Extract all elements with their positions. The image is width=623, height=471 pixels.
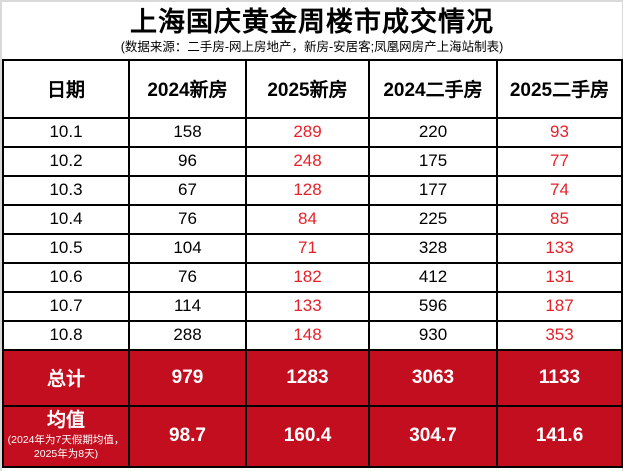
cell-2025-second: 77 [496, 145, 623, 177]
cell-2024-new: 76 [128, 203, 247, 235]
cell-date: 10.7 [2, 290, 130, 322]
table-row: 10.7 114 133 596 187 [2, 290, 623, 322]
housing-sales-table: 日期 2024新房 2025新房 2024二手房 2025二手房 10.1 15… [2, 58, 623, 468]
mean-2025-second: 141.6 [496, 404, 623, 468]
cell-date: 10.1 [2, 116, 130, 148]
total-label: 总计 [2, 348, 130, 407]
cell-2025-second: 74 [496, 174, 623, 206]
column-header-2025-second: 2025二手房 [496, 58, 623, 119]
cell-2024-second: 175 [368, 145, 498, 177]
column-header-2025-new: 2025新房 [245, 58, 370, 119]
cell-date: 10.8 [2, 319, 130, 351]
table-row: 10.6 76 182 412 131 [2, 261, 623, 293]
mean-2025-new: 160.4 [245, 404, 370, 468]
cell-2025-new: 148 [245, 319, 370, 351]
cell-2025-new: 133 [245, 290, 370, 322]
cell-2025-new: 182 [245, 261, 370, 293]
table-row: 10.2 96 248 175 77 [2, 145, 623, 177]
cell-2024-second: 328 [368, 232, 498, 264]
total-2024-new: 979 [128, 348, 247, 407]
mean-label: 均值 [46, 410, 85, 432]
cell-2025-new: 248 [245, 145, 370, 177]
table-header-row: 日期 2024新房 2025新房 2024二手房 2025二手房 [2, 58, 623, 119]
cell-date: 10.5 [2, 232, 130, 264]
table-row: 10.8 288 148 930 353 [2, 319, 623, 351]
column-header-2024-second: 2024二手房 [368, 58, 498, 119]
cell-2025-second: 131 [496, 261, 623, 293]
total-2025-new: 1283 [245, 348, 370, 407]
cell-2024-new: 76 [128, 261, 247, 293]
table-row: 10.4 76 84 225 85 [2, 203, 623, 235]
cell-date: 10.2 [2, 145, 130, 177]
mean-row: 均值 (2024年为7天假期均值，2025年为8天) 98.7 160.4 30… [2, 404, 623, 468]
cell-2025-new: 71 [245, 232, 370, 264]
cell-2025-second: 353 [496, 319, 623, 351]
cell-2024-new: 104 [128, 232, 247, 264]
column-header-2024-new: 2024新房 [128, 58, 247, 119]
table-row: 10.5 104 71 328 133 [2, 232, 623, 264]
cell-2024-new: 158 [128, 116, 247, 148]
cell-2025-second: 187 [496, 290, 623, 322]
mean-2024-second: 304.7 [368, 404, 498, 468]
cell-2024-second: 930 [368, 319, 498, 351]
cell-2024-new: 288 [128, 319, 247, 351]
cell-2024-new: 96 [128, 145, 247, 177]
page-subtitle: (数据来源：二手房-网上房地产，新房-安居客;凤凰网房产上海站制表) [120, 39, 504, 54]
cell-2024-second: 225 [368, 203, 498, 235]
cell-2024-new: 67 [128, 174, 247, 206]
mean-note: (2024年为7天假期均值，2025年为8天) [7, 434, 125, 460]
table-row: 10.1 158 289 220 93 [2, 116, 623, 148]
cell-2024-second: 412 [368, 261, 498, 293]
page-title: 上海国庆黄金周楼市成交情况 [130, 7, 494, 37]
cell-date: 10.4 [2, 203, 130, 235]
cell-2024-second: 596 [368, 290, 498, 322]
cell-2024-second: 177 [368, 174, 498, 206]
cell-2025-new: 128 [245, 174, 370, 206]
cell-2025-new: 289 [245, 116, 370, 148]
total-2024-second: 3063 [368, 348, 498, 407]
total-row: 总计 979 1283 3063 1133 [2, 348, 623, 407]
cell-2024-second: 220 [368, 116, 498, 148]
mean-2024-new: 98.7 [128, 404, 247, 468]
cell-2025-second: 133 [496, 232, 623, 264]
table-row: 10.3 67 128 177 74 [2, 174, 623, 206]
cell-2025-new: 84 [245, 203, 370, 235]
cell-date: 10.3 [2, 174, 130, 206]
column-header-date: 日期 [2, 58, 130, 119]
cell-date: 10.6 [2, 261, 130, 293]
total-2025-second: 1133 [496, 348, 623, 407]
cell-2024-new: 114 [128, 290, 247, 322]
cell-2025-second: 85 [496, 203, 623, 235]
cell-2025-second: 93 [496, 116, 623, 148]
mean-label-cell: 均值 (2024年为7天假期均值，2025年为8天) [2, 404, 130, 468]
